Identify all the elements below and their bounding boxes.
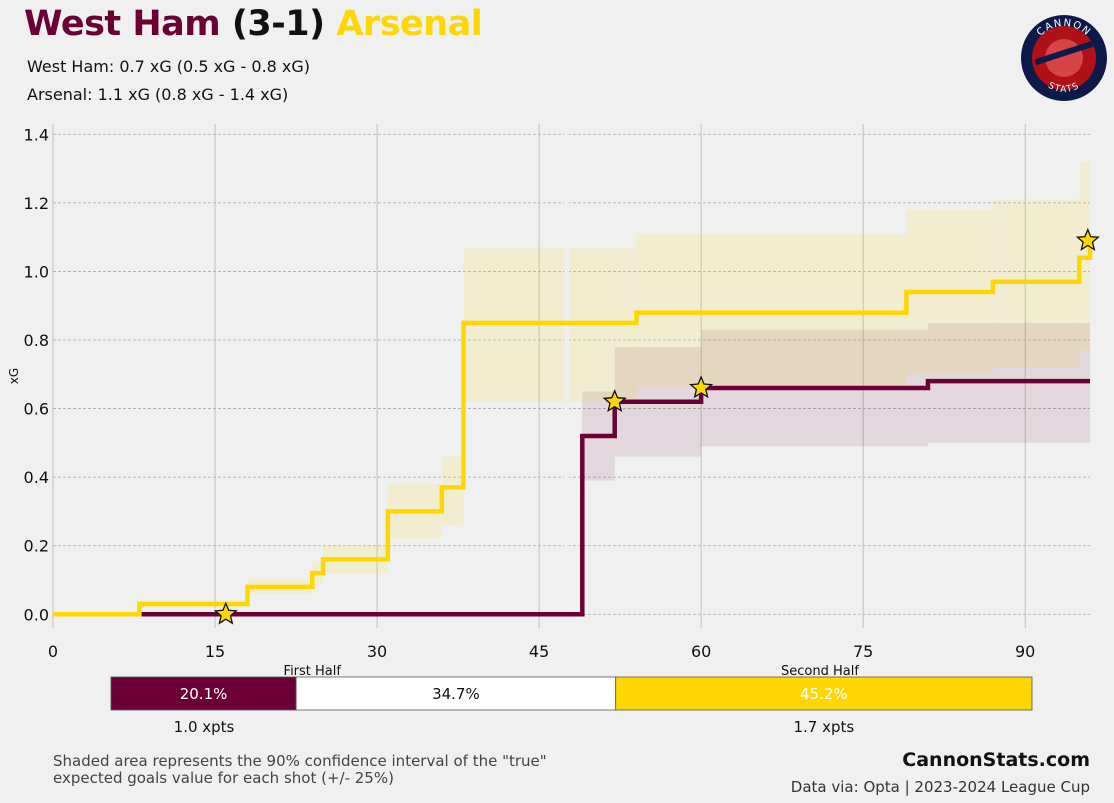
outcome-bar-segment (110, 676, 297, 711)
x-tick-label: 30 (367, 642, 387, 661)
y-tick-label: 0.4 (24, 468, 49, 487)
y-tick-label: 0.8 (24, 331, 49, 350)
match-title: West Ham (3-1) Arsenal (24, 4, 483, 44)
x-tick-label: 60 (691, 642, 711, 661)
cannon-logo-icon: CANNON STATS (1021, 15, 1107, 101)
y-tick-label: 0.6 (24, 400, 49, 419)
goal-star-icon (213, 601, 238, 625)
x-tick-label: 45 (529, 642, 549, 661)
away-team-name: Arsenal (336, 4, 483, 44)
xpts-away: 1.7 xpts (793, 718, 854, 736)
y-tick-label: 1.0 (24, 262, 49, 281)
outcome-bar-segment (615, 676, 1033, 711)
outcome-bar-segment (295, 676, 617, 711)
outcome-bar-label: 20.1% (180, 685, 228, 703)
home-xg-summary: West Ham: 0.7 xG (0.5 xG - 0.8 xG) (27, 57, 311, 76)
svg-text:STATS: STATS (1046, 81, 1082, 95)
confidence-note: Shaded area represents the 90% confidenc… (53, 753, 547, 787)
y-tick-label: 1.4 (24, 125, 49, 144)
x-tick-label: 0 (48, 642, 58, 661)
y-axis-label: xG (7, 368, 21, 384)
goal-star-icon (689, 375, 714, 399)
xg-line-arsenal (53, 240, 1093, 617)
outcome-bar-label: 45.2% (800, 685, 848, 703)
x-tick-label: 90 (1015, 642, 1035, 661)
y-tick-label: 0.2 (24, 537, 49, 556)
match-score: (3-1) (231, 4, 325, 44)
home-team-name: West Ham (24, 4, 221, 44)
x-tick-label: 75 (853, 642, 873, 661)
logo-text-bottom: STATS (1046, 81, 1080, 95)
confidence-note-line1: Shaded area represents the 90% confidenc… (53, 752, 547, 770)
goal-star-icon (602, 389, 627, 412)
halftime-gap (564, 124, 570, 628)
data-source: Data via: Opta | 2023-2024 League Cup (790, 778, 1090, 796)
x-tick-label: 15 (205, 642, 225, 661)
outcome-bar-label: 34.7% (432, 685, 480, 703)
xpts-home: 1.0 xpts (174, 718, 235, 736)
brand-name: CannonStats.com (902, 749, 1090, 771)
half-label-first: First Half (284, 664, 342, 679)
away-xg-summary: Arsenal: 1.1 xG (0.8 xG - 1.4 xG) (27, 85, 289, 104)
y-tick-label: 0.0 (24, 605, 49, 624)
goal-star-icon (1075, 227, 1100, 251)
confidence-note-line2: expected goals value for each shot (+/- … (53, 769, 394, 787)
y-tick-label: 1.2 (24, 194, 49, 213)
half-label-second: Second Half (781, 664, 859, 679)
confidence-band (441, 456, 464, 526)
